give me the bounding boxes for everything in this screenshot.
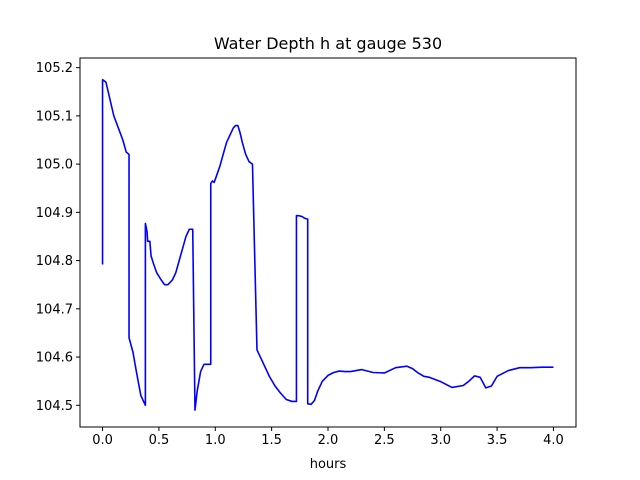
x-tick-label: 1.5 — [261, 433, 282, 448]
x-tick-label: 2.5 — [374, 433, 395, 448]
y-tick-label: 105.1 — [36, 109, 73, 124]
x-tick-label: 3.0 — [430, 433, 451, 448]
x-tick-label: 0.5 — [149, 433, 170, 448]
y-tick-label: 104.9 — [36, 206, 73, 221]
x-tick-label: 3.5 — [487, 433, 508, 448]
series-line-0 — [101, 78, 554, 411]
y-tick-label: 105.0 — [36, 158, 73, 173]
plot-area — [101, 78, 554, 411]
x-tick-label: 0.0 — [92, 433, 113, 448]
y-tick-label: 104.8 — [36, 254, 73, 269]
x-tick-label: 2.0 — [318, 433, 339, 448]
y-tick-label: 105.2 — [36, 61, 73, 76]
y-axis: 104.5 104.6 104.7 104.8 104.9 105.0 105.1 105.2 — [36, 61, 80, 414]
chart-title: Water Depth h at gauge 530 — [214, 34, 442, 53]
axes-frame — [79, 57, 577, 428]
x-tick-label: 4.0 — [543, 433, 564, 448]
y-tick-label: 104.6 — [36, 351, 73, 366]
x-tick-label: 1.0 — [205, 433, 226, 448]
y-tick-label: 104.7 — [36, 302, 73, 317]
x-axis-label: hours — [310, 457, 347, 472]
x-axis: 0.0 0.5 1.0 1.5 2.0 2.5 3.0 3.5 4.0 — [92, 427, 564, 448]
y-tick-label: 104.5 — [36, 399, 73, 414]
